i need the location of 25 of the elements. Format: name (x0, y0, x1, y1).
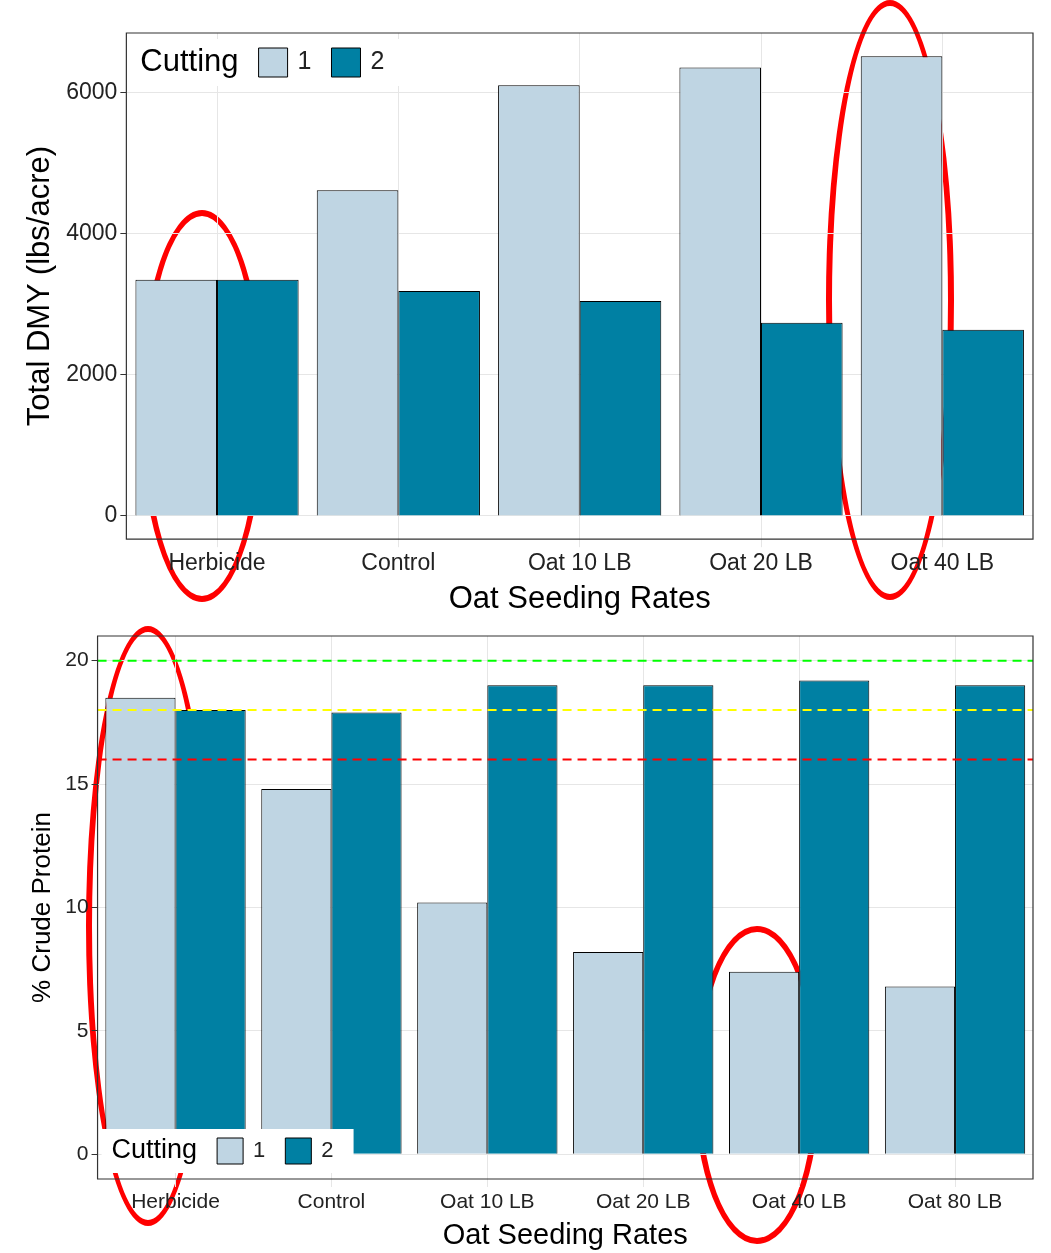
y-axis-title: % Crude Protein (25, 812, 56, 1003)
legend-label: 2 (321, 1137, 334, 1163)
y-tick-label: 4000 (66, 219, 118, 246)
x-tick-label: Oat 20 LB (709, 549, 813, 576)
x-tick-label: Control (297, 1189, 366, 1213)
legend-title: Cutting (140, 43, 239, 79)
y-tick-label: 20 (65, 647, 89, 671)
x-axis-title: Oat Seeding Rates (442, 1217, 688, 1250)
legend-title: Cutting (111, 1134, 198, 1165)
y-axis-title: Total DMY (lbs/acre) (21, 145, 57, 427)
legend-label: 1 (297, 46, 312, 75)
x-tick-label: Oat 10 LB (440, 1189, 535, 1213)
y-tick-label: 0 (76, 1141, 89, 1165)
legend-label: 1 (253, 1137, 266, 1163)
x-axis-title: Oat Seeding Rates (448, 579, 711, 615)
x-tick-label: Oat 10 LB (527, 549, 632, 576)
x-tick-label: Oat 80 LB (907, 1189, 1003, 1213)
legend-label: 2 (370, 46, 385, 75)
y-tick-label: 5 (76, 1017, 89, 1041)
y-tick-label: 15 (65, 770, 89, 794)
x-tick-label: Control (361, 549, 436, 576)
y-tick-label: 2000 (66, 360, 118, 387)
x-tick-label: Oat 20 LB (595, 1189, 691, 1213)
y-tick-label: 6000 (66, 78, 118, 105)
y-tick-label: 0 (104, 501, 118, 528)
